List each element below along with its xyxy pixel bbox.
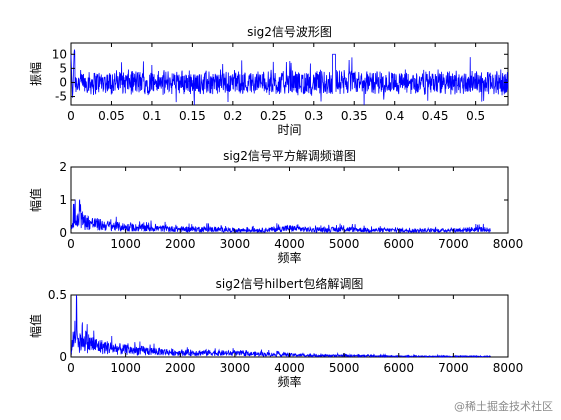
- x-tick-label: 0.4: [385, 109, 404, 123]
- series-line: [70, 199, 491, 234]
- chart-hilbert-envelope: 0 1000 2000 3000 4000 5000 6000 7000 8000 0 0.5 sig…: [28, 276, 523, 389]
- y-tick-label: 10: [52, 47, 67, 61]
- x-tick-label: 5000: [329, 361, 360, 375]
- y-tick-label: 0: [59, 226, 67, 240]
- x-axis-label: 时间: [277, 123, 301, 137]
- watermark: @稀土掘金技术社区: [454, 400, 553, 413]
- x-tick-label: 7000: [438, 361, 469, 375]
- x-tick-label: 4000: [274, 361, 305, 375]
- y-tick-label: -5: [55, 90, 67, 104]
- x-tick-label: 0: [67, 237, 75, 251]
- y-axis-label: 幅值: [28, 314, 43, 338]
- x-tick-label: 0.1: [142, 109, 161, 123]
- y-tick-label: 0.5: [48, 288, 67, 302]
- x-axis-label: 频率: [277, 374, 301, 389]
- x-tick-label: 0.15: [179, 109, 206, 123]
- x-tick-label: 0.05: [98, 109, 125, 123]
- x-axis-label: 频率: [277, 250, 301, 265]
- x-tick-label: 4000: [274, 237, 305, 251]
- x-tick-label: 6000: [383, 237, 414, 251]
- x-tick-label: 3000: [220, 361, 251, 375]
- x-tick-label: 7000: [438, 237, 469, 251]
- series-line: [70, 49, 509, 106]
- x-tick-label: 6000: [383, 361, 414, 375]
- chart-title: sig2信号hilbert包络解调图: [216, 276, 364, 291]
- chart-title: sig2信号平方解调频谱图: [223, 148, 356, 163]
- x-tick-label: 2000: [165, 361, 196, 375]
- chart-title: sig2信号波形图: [247, 25, 332, 39]
- x-tick-label: 5000: [329, 237, 360, 251]
- x-tick-label: 0: [67, 361, 75, 375]
- x-tick-label: 2000: [165, 237, 196, 251]
- x-tick-label: 1000: [110, 361, 141, 375]
- y-tick-label: 0: [59, 350, 67, 364]
- y-tick-label: 5: [59, 61, 67, 75]
- x-tick-label: 0: [67, 109, 75, 123]
- x-tick-label: 0.35: [341, 109, 368, 123]
- y-tick-label: 2: [59, 160, 67, 174]
- y-axis-label: 幅值: [28, 188, 43, 212]
- x-tick-label: 0.2: [223, 109, 242, 123]
- x-tick-label: 3000: [220, 237, 251, 251]
- x-tick-label: 0.3: [304, 109, 323, 123]
- x-tick-label: 0.25: [260, 109, 287, 123]
- plot-area: [70, 166, 509, 234]
- y-tick-label: 0: [59, 75, 67, 89]
- y-tick-label: 1: [59, 193, 67, 207]
- chart-waveform: 0 0.05 0.1 0.15 0.2 0.25 0.3 0.35 0.4 0.45 0.5-505…: [28, 25, 509, 137]
- x-tick-label: 8000: [493, 237, 524, 251]
- x-tick-label: 0.5: [466, 109, 485, 123]
- series-line: [70, 294, 491, 359]
- y-axis-label: 振幅: [28, 62, 43, 86]
- x-tick-label: 0.45: [422, 109, 449, 123]
- x-tick-label: 1000: [110, 237, 141, 251]
- x-tick-label: 8000: [493, 361, 524, 375]
- chart-square-spectrum: 0 1000 2000 3000 4000 5000 6000 7000 8000 0 1 2 sig2…: [28, 148, 523, 265]
